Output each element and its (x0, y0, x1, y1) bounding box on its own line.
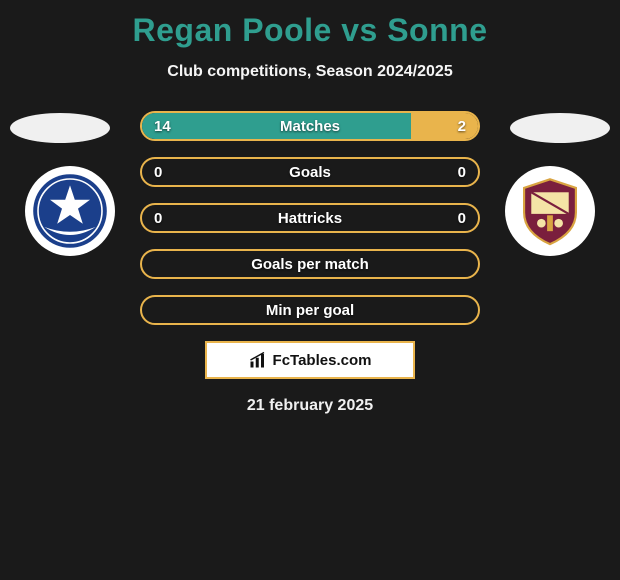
bar-value-left: 0 (154, 164, 162, 181)
page-title: Regan Poole vs Sonne (0, 0, 620, 49)
player-photo-right (510, 113, 610, 143)
stat-bar: Goals0 0 (140, 157, 480, 187)
crest-left-svg (30, 171, 110, 251)
bar-value-right: 2 (458, 118, 466, 135)
bar-label: Goals (142, 164, 478, 181)
bar-label: Min per goal (142, 302, 478, 319)
chart-icon (249, 351, 267, 369)
crest-right-svg (514, 175, 586, 247)
bar-value-left: 0 (154, 210, 162, 227)
page-subtitle: Club competitions, Season 2024/2025 (0, 63, 620, 81)
stat-bar: Hattricks0 0 (140, 203, 480, 233)
bar-value-right: 0 (458, 164, 466, 181)
stat-bar: Goals per match (140, 249, 480, 279)
attribution-text: FcTables.com (273, 352, 372, 369)
stat-bar: Min per goal (140, 295, 480, 325)
bar-label: Goals per match (142, 256, 478, 273)
bar-value-right: 0 (458, 210, 466, 227)
bar-label: Matches (142, 118, 478, 135)
bar-value-left: 14 (154, 118, 171, 135)
comparison-chart: Matches142Goals00Hattricks00Goals per ma… (0, 111, 620, 415)
player-photo-left (10, 113, 110, 143)
club-crest-left (25, 166, 115, 256)
bar-label: Hattricks (142, 210, 478, 227)
stat-bars: Matches142Goals00Hattricks00Goals per ma… (140, 111, 480, 325)
date-text: 21 february 2025 (0, 397, 620, 415)
attribution-badge: FcTables.com (205, 341, 415, 379)
club-crest-right (505, 166, 595, 256)
stat-bar: Matches14 2 (140, 111, 480, 141)
